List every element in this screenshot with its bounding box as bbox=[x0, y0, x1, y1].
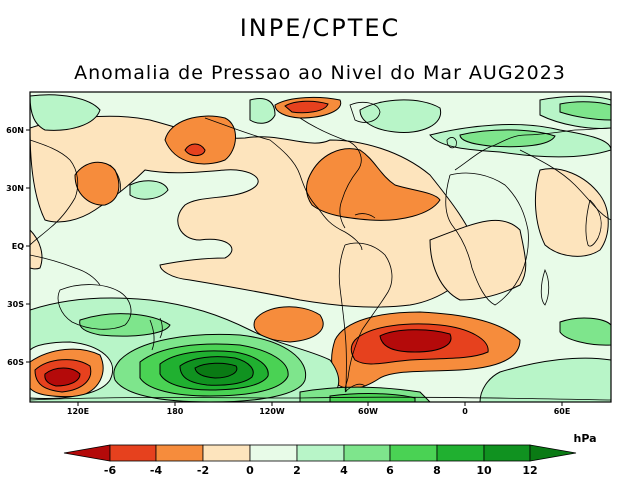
coast-india bbox=[585, 199, 602, 247]
coast-north-america-east bbox=[299, 117, 362, 229]
colorbar-label: -6 bbox=[104, 464, 117, 477]
coast-uk bbox=[446, 137, 457, 149]
green-anomaly-north-atlantic bbox=[359, 99, 442, 134]
coast-south-america-west bbox=[338, 244, 347, 393]
red-anomaly-north-pacific bbox=[184, 143, 206, 157]
colorbar-label: -4 bbox=[150, 464, 163, 477]
coast-antarctic-peninsula bbox=[344, 383, 366, 393]
green-anomaly-europe-inner bbox=[459, 129, 556, 148]
agency-title: INPE/CPTEC bbox=[239, 14, 401, 42]
latitude-axis: 60N 30N EQ 30S 60S bbox=[6, 126, 30, 367]
coast-greenland bbox=[349, 101, 381, 123]
map-field bbox=[30, 92, 611, 402]
lon-label-0: 0 bbox=[462, 407, 468, 416]
lon-label-60e: 60E bbox=[554, 407, 571, 416]
colorbar-labels: -6 -4 -2 0 2 4 6 8 10 12 bbox=[104, 464, 538, 477]
colorbar-label: 10 bbox=[476, 464, 492, 477]
lat-label-30s: 30S bbox=[7, 300, 24, 309]
green-anomaly-arctic-east-inner bbox=[559, 101, 611, 121]
colorbar-label: 2 bbox=[293, 464, 301, 477]
coast-africa bbox=[445, 172, 529, 306]
colorbar-label: 4 bbox=[340, 464, 348, 477]
orange-anomaly-north-pacific bbox=[164, 115, 236, 165]
coast-madagascar bbox=[540, 268, 550, 306]
colorbar-arrow-low bbox=[63, 444, 111, 462]
colorbar-label: 12 bbox=[522, 464, 537, 477]
colorbar-unit: hPa bbox=[573, 432, 596, 445]
coast-australia bbox=[57, 284, 132, 330]
colorbar-swatch-6-8 bbox=[389, 444, 438, 462]
colorbar-swatch-minus2-0 bbox=[202, 444, 251, 462]
lat-label-30n: 30N bbox=[6, 184, 24, 193]
green-anomaly-arctic-west bbox=[30, 94, 101, 131]
coast-japan bbox=[109, 164, 121, 193]
coast-south-america bbox=[344, 242, 393, 393]
green-anomaly-north-pacific-east bbox=[249, 98, 276, 124]
colorbar-swatch-10-12 bbox=[483, 444, 531, 462]
coast-north-america bbox=[204, 117, 363, 251]
coast-antarctica bbox=[30, 396, 611, 401]
coast-europe bbox=[454, 127, 611, 171]
map-frame bbox=[29, 91, 612, 403]
lat-label-60n: 60N bbox=[6, 126, 24, 135]
colorbar-arrow-high bbox=[529, 444, 577, 462]
coastlines bbox=[30, 101, 611, 401]
negative-anomaly-region-atlantic bbox=[429, 219, 527, 301]
colorbar-swatch-0-2 bbox=[249, 444, 298, 462]
orange-anomaly-east-asia bbox=[74, 161, 120, 206]
colorbar-label: 6 bbox=[386, 464, 394, 477]
core-anomaly-south-atlantic bbox=[379, 329, 452, 353]
colorbar-swatch-8-10 bbox=[436, 444, 485, 462]
red-anomaly-arctic bbox=[284, 100, 329, 114]
lat-label-60s: 60S bbox=[7, 358, 24, 367]
colorbar-swatch-4-6 bbox=[343, 444, 391, 462]
coast-caribbean bbox=[354, 213, 376, 219]
coast-new-zealand bbox=[149, 317, 163, 351]
map-title: Anomalia de Pressao ao Nivel do Mar AUG2… bbox=[74, 62, 566, 84]
green-anomaly-antarctic-inner bbox=[329, 393, 416, 402]
coast-asia-west bbox=[30, 139, 79, 246]
core-anomaly-southwest bbox=[44, 367, 81, 387]
colorbar bbox=[63, 444, 577, 462]
lon-label-120e: 120E bbox=[67, 407, 89, 416]
colorbar-label: 8 bbox=[433, 464, 441, 477]
green-anomaly-subtropical-pacific bbox=[129, 180, 169, 200]
coast-asia bbox=[519, 149, 611, 221]
coast-southeast-asia bbox=[30, 254, 101, 286]
colorbar-swatch-2-4 bbox=[296, 444, 345, 462]
lon-label-60w: 60W bbox=[358, 407, 378, 416]
lon-label-180: 180 bbox=[167, 407, 184, 416]
negative-anomaly-region-africa bbox=[535, 168, 609, 257]
colorbar-label: 0 bbox=[246, 464, 254, 477]
green-anomaly-southern-far-east bbox=[559, 317, 611, 346]
colorbar-swatch-minus4-minus2 bbox=[155, 444, 204, 462]
colorbar-label: -2 bbox=[197, 464, 209, 477]
lon-label-120w: 120W bbox=[259, 407, 285, 416]
lat-label-eq: EQ bbox=[12, 242, 24, 251]
high-anomaly-core bbox=[194, 362, 238, 379]
longitude-axis: 120E 180 120W 60W 0 60E bbox=[67, 402, 570, 416]
orange-anomaly-north-america bbox=[306, 148, 441, 221]
colorbar-swatch-minus6-minus4 bbox=[109, 444, 157, 462]
